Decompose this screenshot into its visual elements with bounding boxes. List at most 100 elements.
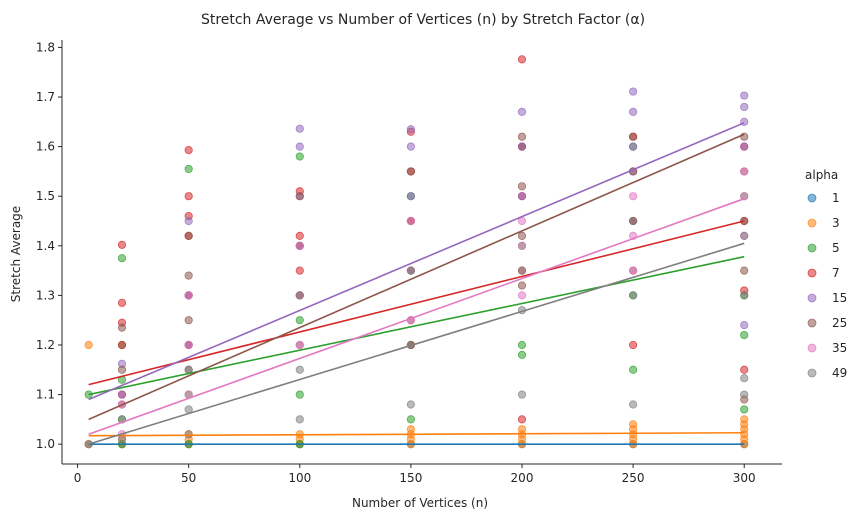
data-point-alpha-49: [117, 435, 127, 444]
data-point-alpha-5: [517, 340, 527, 350]
legend-label-alpha-49: 49: [832, 366, 847, 380]
data-point-alpha-49: [740, 231, 749, 240]
data-point-alpha-35: [740, 192, 749, 201]
data-point-alpha-25: [517, 281, 527, 290]
y-tick-label: 1.3: [36, 288, 55, 302]
data-point-alpha-35: [295, 340, 304, 350]
data-point-alpha-49: [184, 430, 193, 439]
data-point-alpha-7: [517, 55, 527, 64]
data-point-alpha-49: [295, 291, 304, 300]
fit-lines: [88, 122, 745, 445]
data-point-alpha-49: [740, 390, 749, 399]
y-tick-label: 1.1: [36, 388, 55, 402]
chart-title: Stretch Average vs Number of Vertices (n…: [201, 12, 645, 28]
data-point-alpha-5: [629, 365, 638, 374]
data-point-alpha-7: [117, 340, 127, 350]
data-point-alpha-49: [740, 374, 749, 383]
x-tick-label: 150: [399, 471, 422, 485]
data-point-alpha-25: [517, 182, 527, 191]
data-point-alpha-35: [629, 192, 638, 201]
data-point-alpha-5: [517, 350, 527, 360]
data-point-alpha-15: [740, 142, 749, 151]
fit-line-alpha-15: [88, 122, 745, 401]
x-tick-label: 100: [288, 471, 311, 485]
data-point-alpha-49: [629, 216, 638, 226]
plot-points: [84, 55, 749, 449]
data-point-alpha-35: [517, 291, 527, 300]
fit-line-alpha-49: [88, 242, 745, 445]
data-point-alpha-5: [406, 415, 415, 424]
data-point-alpha-25: [406, 167, 415, 176]
data-point-alpha-49: [406, 266, 415, 275]
data-point-alpha-15: [740, 321, 749, 330]
legend-label-alpha-5: 5: [832, 241, 840, 255]
data-point-alpha-5: [740, 405, 749, 414]
data-point-alpha-15: [629, 107, 638, 117]
data-point-alpha-15: [406, 125, 415, 134]
axes: 0 50 100 150 200 250 300 1.0 1.1 1.2 1.3 1.4 1.5 1.6 1…: [36, 40, 782, 485]
x-tick-label: 300: [733, 471, 756, 485]
data-point-alpha-3: [517, 425, 527, 434]
x-tick-label: 200: [511, 471, 534, 485]
data-point-alpha-7: [517, 415, 527, 424]
data-point-alpha-15: [517, 107, 527, 117]
data-point-alpha-5: [117, 254, 127, 263]
data-point-alpha-49: [517, 390, 527, 399]
legend-marker-alpha-35: [807, 343, 817, 353]
data-point-alpha-7: [184, 145, 193, 155]
data-point-alpha-15: [629, 142, 638, 151]
data-point-alpha-7: [117, 240, 127, 249]
legend-marker-alpha-5: [807, 243, 817, 253]
data-point-alpha-5: [740, 330, 749, 340]
data-point-alpha-49: [629, 400, 638, 409]
data-point-alpha-49: [517, 266, 527, 275]
y-tick-label: 1.7: [36, 90, 55, 104]
data-point-alpha-49: [740, 291, 749, 300]
data-point-alpha-7: [740, 365, 749, 374]
data-point-alpha-35: [406, 216, 415, 226]
data-point-alpha-15: [517, 142, 527, 151]
data-point-alpha-25: [740, 266, 749, 275]
fit-line-alpha-7: [88, 220, 745, 386]
data-point-alpha-3: [740, 415, 749, 424]
data-point-alpha-35: [295, 241, 304, 250]
data-point-alpha-7: [629, 340, 638, 350]
data-point-alpha-15: [406, 142, 415, 151]
data-point-alpha-49: [295, 365, 304, 374]
data-point-alpha-15: [740, 91, 749, 100]
legend-label-alpha-1: 1: [832, 191, 840, 205]
data-point-alpha-35: [184, 340, 193, 350]
data-point-alpha-49: [295, 415, 304, 424]
data-point-alpha-15: [117, 390, 127, 399]
data-point-alpha-25: [629, 132, 638, 141]
y-tick-label: 1.5: [36, 189, 55, 203]
data-point-alpha-5: [295, 316, 304, 325]
fit-line-alpha-25: [88, 133, 745, 421]
x-tick-label: 0: [74, 471, 82, 485]
y-tick-label: 1.2: [36, 338, 55, 352]
x-axis-label: Number of Vertices (n): [352, 496, 488, 510]
data-point-alpha-35: [517, 241, 527, 250]
data-point-alpha-25: [117, 365, 127, 374]
data-point-alpha-5: [295, 390, 304, 399]
legend-marker-alpha-7: [807, 268, 817, 278]
x-tick-label: 50: [181, 471, 196, 485]
data-point-alpha-15: [629, 87, 638, 96]
data-point-alpha-3: [629, 420, 638, 429]
legend-label-alpha-25: 25: [832, 316, 847, 330]
fit-line-alpha-3: [88, 431, 745, 437]
data-point-alpha-7: [184, 192, 193, 201]
data-point-alpha-15: [740, 102, 749, 112]
y-tick-label: 1.0: [36, 437, 55, 451]
data-point-alpha-3: [406, 425, 415, 434]
data-point-alpha-35: [184, 291, 193, 300]
data-point-alpha-25: [184, 271, 193, 280]
data-point-alpha-7: [295, 266, 304, 275]
data-point-alpha-15: [184, 216, 193, 226]
y-tick-label: 1.6: [36, 140, 55, 154]
data-point-alpha-25: [740, 132, 749, 141]
legend-title: alpha: [805, 168, 838, 182]
data-point-alpha-35: [629, 266, 638, 275]
y-tick-label: 1.8: [36, 40, 55, 54]
data-point-alpha-25: [517, 231, 527, 240]
